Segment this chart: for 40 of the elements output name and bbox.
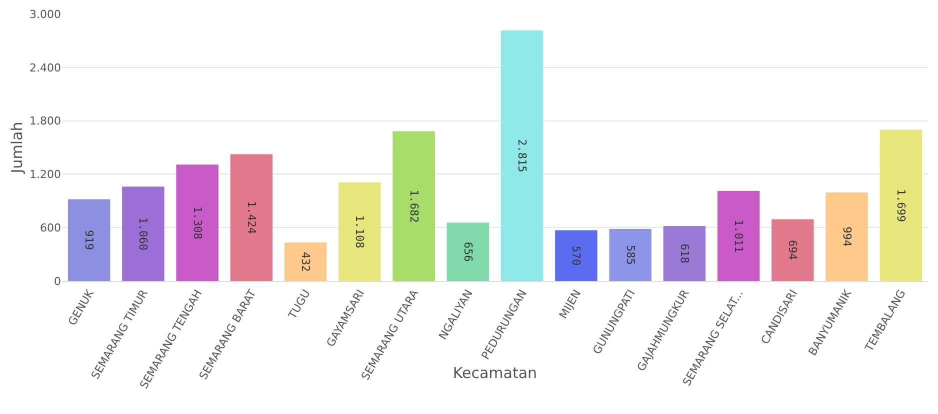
data-label: 694	[786, 240, 800, 260]
bar	[826, 192, 868, 281]
data-label: 1.108	[353, 215, 366, 248]
y-tick-label: 1.200	[30, 168, 61, 182]
data-label: 994	[840, 226, 854, 247]
bar	[68, 199, 110, 281]
bar	[663, 226, 706, 281]
bar	[500, 30, 544, 281]
bar	[717, 191, 760, 281]
bar	[392, 131, 435, 281]
y-axis-title: Jumlah	[8, 122, 26, 174]
data-label: 585	[624, 245, 637, 265]
data-label: 570	[570, 246, 583, 266]
y-tick-label: 2.400	[30, 61, 61, 74]
data-label: 1.060	[136, 217, 150, 250]
bar	[609, 228, 652, 281]
x-axis-title: Kecamatan	[452, 364, 538, 382]
bar	[284, 242, 327, 281]
bar	[446, 222, 490, 281]
data-label: 2.815	[516, 139, 529, 172]
bar	[176, 164, 218, 281]
bar	[230, 154, 273, 281]
data-label: 618	[678, 244, 691, 264]
data-label: 1.308	[190, 206, 204, 240]
data-label: 1.699	[894, 188, 908, 222]
data-label: 1.424	[244, 200, 258, 234]
data-label: 656	[461, 242, 474, 262]
bar	[338, 182, 381, 281]
bar	[122, 186, 164, 281]
data-label: 1.682	[407, 190, 420, 223]
y-tick-label: 3.000	[30, 8, 61, 21]
bar	[880, 130, 922, 281]
y-tick-label: 600	[40, 221, 61, 234]
y-tick-label: 1.800	[30, 114, 61, 128]
bar	[555, 230, 598, 281]
bar	[772, 219, 814, 281]
y-tick-label: 0	[54, 274, 61, 288]
data-label: 919	[82, 230, 96, 250]
data-label: 1.011	[732, 219, 746, 253]
data-label: 432	[299, 252, 312, 272]
